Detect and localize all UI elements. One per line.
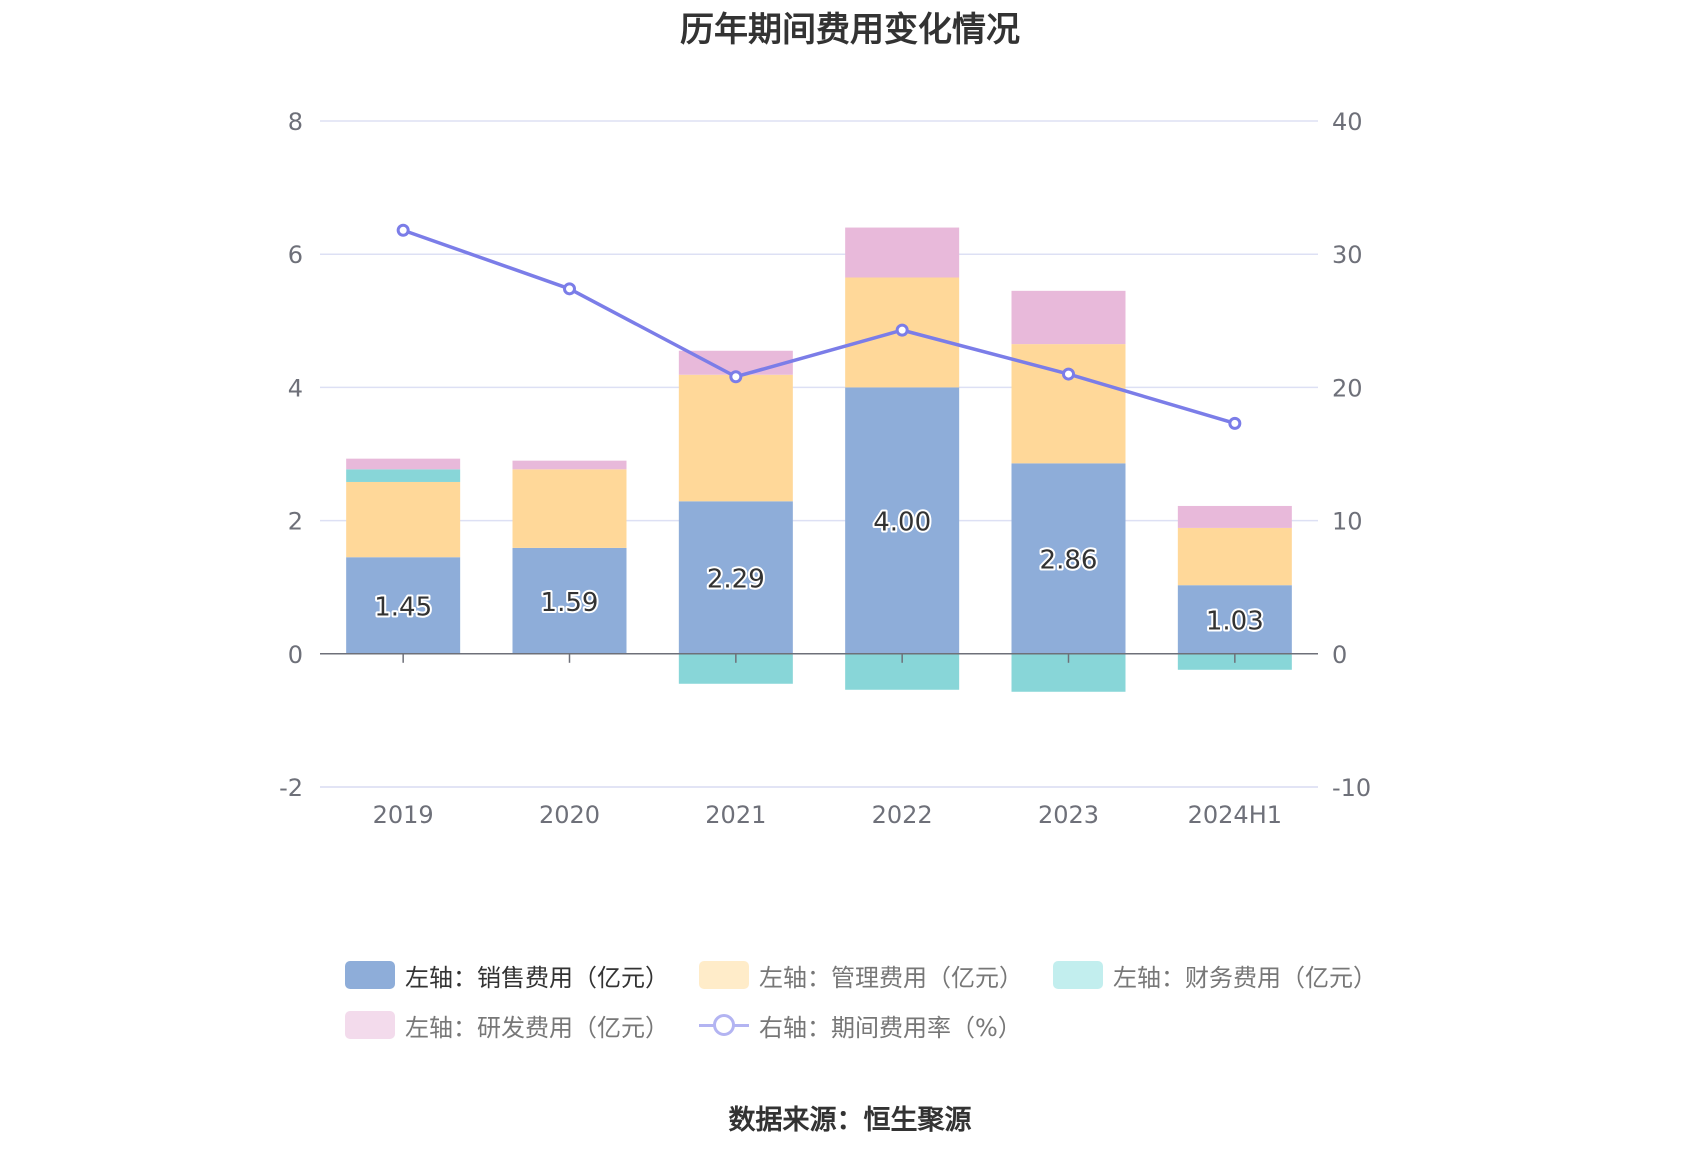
bar-admin xyxy=(678,374,793,502)
x-tick-label: 2023 xyxy=(1038,801,1099,829)
left-tick-label: -2 xyxy=(279,774,303,802)
x-tick-label: 2022 xyxy=(872,801,933,829)
sales-data-label: 1.45 xyxy=(374,593,432,623)
x-axis: 2019 2020 2021 2022 2023 2024H1 xyxy=(320,653,1318,829)
rate-point xyxy=(1228,416,1242,430)
legend-row: 左轴：研发费用（亿元） 右轴：期间费用率（%） xyxy=(345,1000,1385,1050)
sales-data-label: 1.59 xyxy=(541,588,599,618)
rate-point xyxy=(729,370,743,384)
left-tick-label: 8 xyxy=(288,108,303,136)
bar-rd xyxy=(1011,290,1126,345)
legend-label-admin: 左轴：管理费用（亿元） xyxy=(759,963,1023,992)
legend-label-rd: 左轴：研发费用（亿元） xyxy=(405,1013,669,1042)
sales-data-label: 4.00 xyxy=(873,508,931,538)
right-tick-label: 30 xyxy=(1332,241,1363,269)
bar-sales xyxy=(678,501,793,654)
bar-admin xyxy=(346,481,461,558)
bar-rd xyxy=(346,458,461,470)
rate-line xyxy=(402,228,1236,426)
left-tick-label: 0 xyxy=(288,641,303,669)
data-source: 数据来源：恒生聚源 xyxy=(728,1105,972,1136)
legend-swatch-rd xyxy=(345,1011,395,1039)
sales-data-label: 2.29 xyxy=(707,565,765,595)
sales-data-label: 2.86 xyxy=(1040,546,1098,576)
legend-swatch-sales xyxy=(345,961,395,989)
left-tick-label: 2 xyxy=(288,508,303,536)
chart-title: 历年期间费用变化情况 xyxy=(680,10,1020,50)
x-tick-label: 2020 xyxy=(539,801,600,829)
right-axis-ticks: 40 30 20 10 0 -10 xyxy=(1332,108,1371,802)
left-tick-label: 6 xyxy=(288,241,303,269)
legend-label-finance: 左轴：财务费用（亿元） xyxy=(1113,963,1377,992)
grid-lines xyxy=(320,120,1318,788)
bar-finance xyxy=(346,469,461,482)
legend-swatch-finance xyxy=(1053,961,1103,989)
bar-series xyxy=(346,227,1292,692)
legend-label-sales: 左轴：销售费用（亿元） xyxy=(405,963,669,992)
data-labels: 1.45 1.59 2.29 4.00 2.86 1.03 xyxy=(372,506,1266,639)
bar-sales xyxy=(1011,463,1126,654)
legend-swatch-rate xyxy=(699,1011,749,1039)
bar-rd xyxy=(845,227,960,278)
legend-label-rate: 右轴：期间费用率（%） xyxy=(759,1013,1022,1042)
rate-point xyxy=(1062,367,1075,381)
left-tick-label: 4 xyxy=(288,374,303,402)
bar-admin xyxy=(512,469,627,548)
bar-rd xyxy=(1177,505,1292,528)
legend-item-sales[interactable]: 左轴：销售费用（亿元） xyxy=(345,958,669,993)
legend-swatch-admin xyxy=(699,961,749,989)
legend-item-rate[interactable]: 右轴：期间费用率（%） xyxy=(699,1008,1022,1043)
right-tick-label: 0 xyxy=(1332,641,1347,669)
x-tick-label: 2019 xyxy=(373,801,434,829)
legend: 左轴：销售费用（亿元） 左轴：管理费用（亿元） 左轴：财务费用（亿元） 左轴：研发费用… xyxy=(345,950,1385,1050)
bar-sales xyxy=(1177,585,1292,654)
rate-point xyxy=(396,223,410,237)
legend-item-finance[interactable]: 左轴：财务费用（亿元） xyxy=(1053,958,1377,993)
bar-rd xyxy=(512,460,627,470)
rate-point xyxy=(895,323,909,337)
bar-sales xyxy=(346,557,461,654)
sales-data-label: 1.03 xyxy=(1206,607,1264,637)
bar-sales xyxy=(845,387,960,654)
legend-item-rd[interactable]: 左轴：研发费用（亿元） xyxy=(345,1008,669,1043)
bar-admin xyxy=(1177,527,1292,586)
right-tick-label: 10 xyxy=(1332,508,1363,536)
legend-row: 左轴：销售费用（亿元） 左轴：管理费用（亿元） 左轴：财务费用（亿元） xyxy=(345,950,1385,1000)
x-tick-label: 2024H1 xyxy=(1188,801,1282,829)
legend-item-admin[interactable]: 左轴：管理费用（亿元） xyxy=(699,958,1023,993)
right-tick-label: 40 xyxy=(1332,108,1363,136)
left-axis-ticks: 8 6 4 2 0 -2 xyxy=(279,108,303,802)
rate-line-series xyxy=(396,223,1242,430)
right-tick-label: -10 xyxy=(1332,774,1371,802)
bar-sales xyxy=(512,547,627,654)
rate-point xyxy=(563,282,576,296)
x-tick-label: 2021 xyxy=(705,801,766,829)
right-tick-label: 20 xyxy=(1332,374,1363,402)
